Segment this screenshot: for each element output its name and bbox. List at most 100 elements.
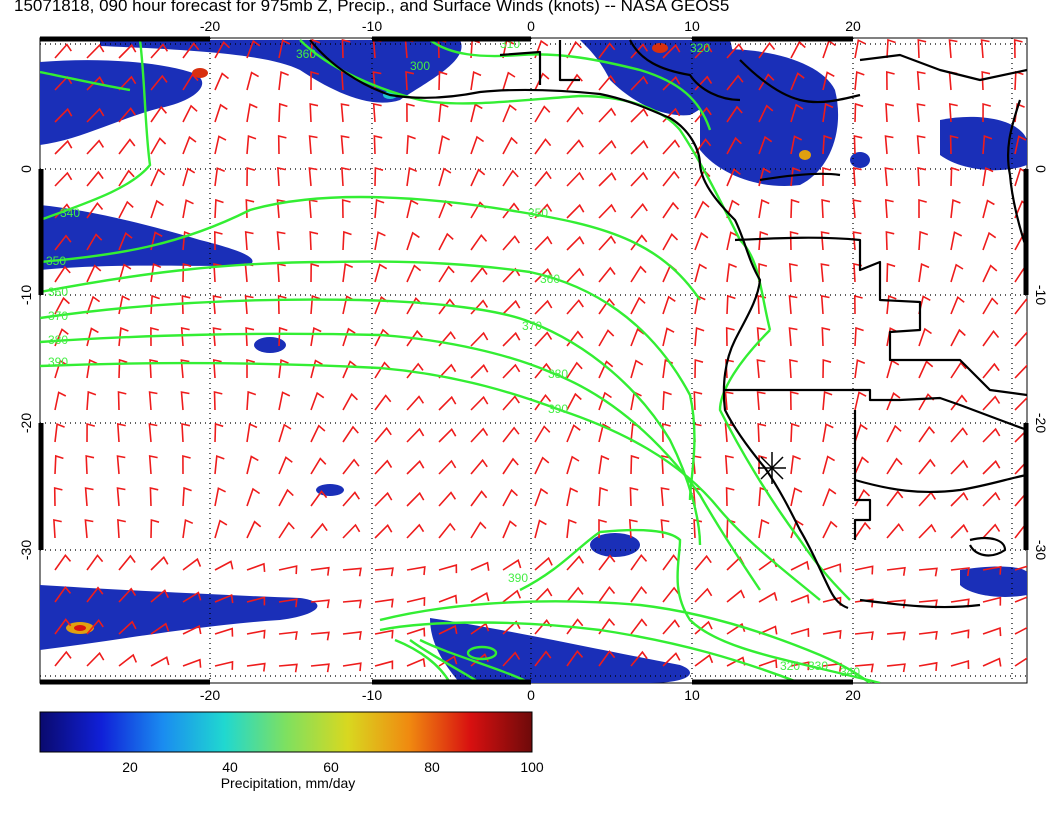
wind-barb — [598, 297, 616, 315]
wind-barb — [310, 457, 327, 475]
wind-barb — [726, 231, 739, 251]
wind-barb — [822, 166, 831, 186]
contour-line — [40, 332, 761, 591]
precip-area — [40, 205, 253, 270]
wind-barb — [373, 134, 383, 155]
wind-barb — [54, 454, 64, 475]
wind-barb — [822, 103, 834, 123]
wind-barb — [214, 627, 234, 637]
wind-barb — [566, 73, 583, 91]
wind-barb — [214, 167, 226, 187]
wind-barb — [566, 299, 584, 315]
contour-label: 320 — [780, 659, 800, 673]
lat-tick-label: 0 — [18, 165, 34, 173]
wind-barb — [278, 358, 289, 379]
wind-barb — [54, 422, 65, 443]
wind-barb — [246, 71, 259, 91]
contour-labels: 340 350 360 370 380 390 360 370 380 390 … — [46, 38, 860, 679]
wind-barb — [534, 487, 549, 507]
country-border — [854, 473, 1027, 494]
wind-barb — [662, 201, 680, 219]
wind-barb — [182, 591, 202, 603]
wind-barb — [916, 71, 926, 91]
wind-barb — [54, 107, 73, 123]
wind-barb — [534, 138, 552, 155]
wind-barbs — [53, 38, 1027, 673]
wind-barb — [150, 199, 164, 219]
wind-barb — [726, 105, 743, 123]
wind-barb — [726, 74, 744, 91]
wind-barb — [406, 362, 424, 379]
wind-barb — [278, 102, 288, 123]
wind-barb — [245, 326, 255, 347]
wind-barb — [470, 135, 485, 155]
lon-ticks-top: -20 -10 0 10 20 — [200, 18, 861, 34]
contour-label: 390 — [508, 571, 528, 585]
wind-barb — [982, 565, 1002, 575]
wind-barb — [598, 203, 617, 219]
contour-line — [409, 639, 481, 683]
wind-barb — [149, 486, 159, 507]
contour-line — [40, 39, 152, 222]
wind-barb — [438, 491, 457, 507]
wind-barb — [950, 296, 965, 315]
wind-barb — [662, 390, 672, 411]
wind-barb — [886, 38, 896, 59]
wind-barb — [598, 42, 616, 59]
wind-barb — [149, 358, 159, 379]
wind-barb — [342, 392, 358, 411]
wind-barb — [788, 263, 798, 283]
wind-barb — [726, 589, 746, 603]
lon-tick-label: -20 — [200, 18, 220, 34]
contour-line — [718, 329, 851, 601]
wind-barb — [86, 107, 105, 123]
wind-barb — [630, 139, 649, 155]
wind-barb — [853, 134, 863, 155]
wind-barb — [822, 487, 837, 507]
wind-barb — [822, 629, 842, 639]
wind-barb — [341, 198, 351, 219]
wind-barb — [342, 491, 360, 507]
wind-barb — [438, 624, 458, 635]
wind-barb — [790, 103, 804, 123]
wind-barb — [278, 423, 292, 443]
wind-barb — [406, 566, 426, 576]
wind-barb — [374, 567, 394, 577]
wind-barb — [726, 294, 736, 315]
wind-barb — [310, 38, 321, 59]
wind-barb — [918, 198, 927, 218]
contour-line — [379, 600, 871, 683]
wind-barb — [118, 554, 136, 571]
wind-barb — [884, 135, 894, 155]
wind-barb — [854, 565, 874, 575]
wind-barb — [630, 328, 645, 347]
colorbar-tick-label: 20 — [122, 759, 138, 775]
wind-barb — [790, 454, 801, 475]
wind-barb — [438, 102, 449, 123]
wind-barb — [310, 359, 323, 379]
wind-barb — [598, 235, 617, 251]
wind-barb — [214, 454, 225, 475]
wind-barb — [629, 486, 639, 507]
wind-barb — [341, 167, 350, 187]
wind-barb — [758, 135, 773, 155]
wind-barb — [340, 103, 350, 123]
precip-core — [74, 625, 86, 631]
wind-barb — [214, 593, 234, 604]
wind-barb — [950, 166, 960, 187]
wind-barb — [1013, 38, 1023, 59]
wind-barb — [628, 519, 638, 539]
wind-barb — [276, 199, 286, 219]
wind-barb — [278, 663, 298, 673]
wind-barb — [310, 631, 330, 641]
wind-barb — [724, 455, 734, 475]
wind-barb — [981, 70, 991, 91]
wind-barb — [213, 262, 222, 283]
contour-label: 350 — [528, 206, 548, 220]
wind-barb — [150, 518, 160, 539]
wind-barb — [53, 486, 63, 507]
contour-label: 380 — [548, 367, 568, 381]
wind-barb — [630, 296, 646, 315]
lat-tick-label: 0 — [1033, 165, 1049, 173]
wind-barb — [982, 427, 1001, 443]
